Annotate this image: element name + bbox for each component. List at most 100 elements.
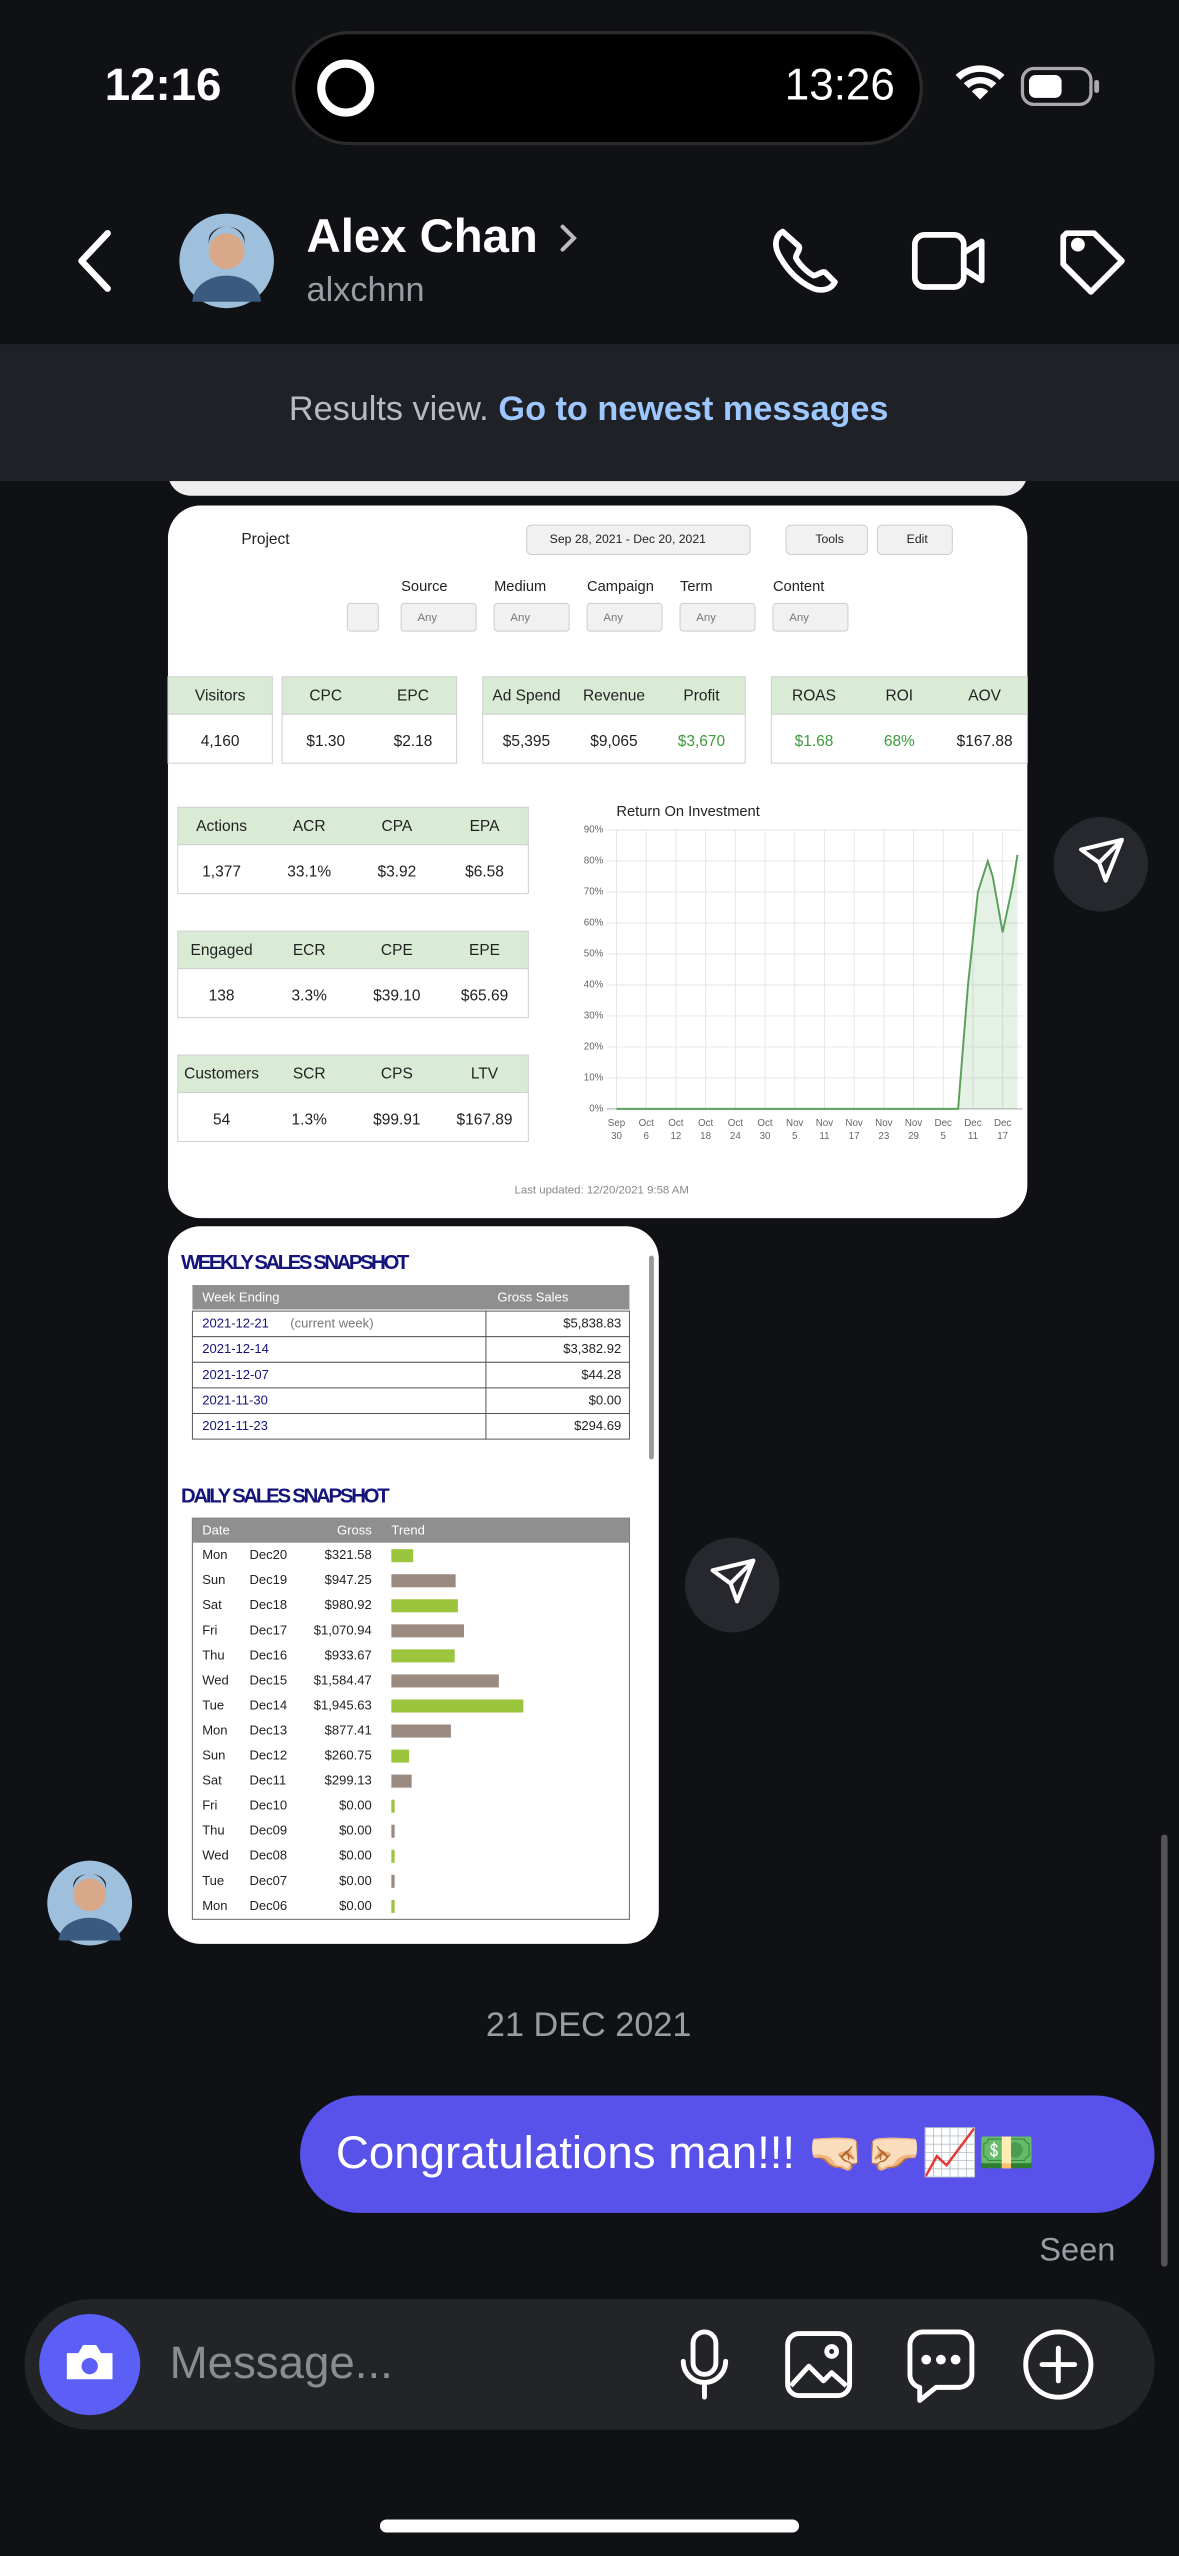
gallery-button[interactable] xyxy=(785,2331,853,2398)
message-bubble[interactable] xyxy=(300,2095,1155,2213)
daily-gross: $0.00 xyxy=(339,1848,372,1863)
metric-header xyxy=(177,806,529,846)
week-gross: $44.28 xyxy=(581,1367,621,1382)
daily-header xyxy=(192,1518,630,1543)
filter-value: Any xyxy=(789,612,809,624)
metric-value: $1.30 xyxy=(306,733,345,750)
metric-label: EPA xyxy=(470,818,501,835)
x-tick-label: Nov xyxy=(845,1118,862,1129)
chart-title: Return On Investment xyxy=(616,804,759,820)
video-button[interactable] xyxy=(911,231,985,290)
filter-value: Any xyxy=(510,612,530,624)
tools-label: Tools xyxy=(815,532,844,546)
avatar[interactable] xyxy=(179,213,274,309)
metric-value: $3.92 xyxy=(377,864,416,881)
metric-label: CPA xyxy=(382,818,413,835)
camera-button[interactable] xyxy=(39,2313,141,2416)
metric-label: ECR xyxy=(293,942,326,959)
contact-handle: alxchnn xyxy=(307,271,425,309)
x-tick-label: 12 xyxy=(670,1131,681,1142)
metric-label: CPC xyxy=(309,687,342,704)
daily-day: Fri xyxy=(202,1622,217,1637)
daily-day: Thu xyxy=(202,1823,224,1838)
daily-gross: $947.25 xyxy=(325,1572,372,1587)
daily-date: Dec06 xyxy=(249,1898,287,1913)
date-button xyxy=(526,524,751,555)
x-tick-label: 30 xyxy=(760,1131,771,1142)
metric-label: CPE xyxy=(381,942,413,959)
metric-value: $167.88 xyxy=(957,733,1013,750)
metric-value: $2.18 xyxy=(394,733,433,750)
weekly-header-label: Week Ending xyxy=(202,1289,279,1304)
metric-header xyxy=(482,676,746,715)
weekly-cell xyxy=(191,1310,487,1338)
filter-value: Any xyxy=(417,612,437,624)
share-button[interactable] xyxy=(1053,816,1149,912)
message-input[interactable]: Message... xyxy=(170,2337,393,2388)
y-tick-label: 20% xyxy=(584,1042,604,1053)
metric-value: 3.3% xyxy=(292,987,328,1004)
sender-avatar[interactable] xyxy=(47,1860,133,1946)
x-tick-label: Oct xyxy=(639,1118,654,1129)
x-tick-label: Nov xyxy=(875,1118,892,1129)
share-button[interactable] xyxy=(684,1537,780,1633)
daily-gross: $0.00 xyxy=(339,1873,372,1888)
call-button[interactable] xyxy=(773,228,838,293)
week-ending: 2021-11-30 xyxy=(202,1392,268,1407)
daily-day: Sat xyxy=(202,1597,222,1612)
x-tick-label: Dec xyxy=(935,1118,952,1129)
daily-gross: $0.00 xyxy=(339,1798,372,1813)
metric-label: EPC xyxy=(397,687,429,704)
x-tick-label: Dec xyxy=(994,1118,1011,1129)
x-tick-label: 5 xyxy=(792,1131,798,1142)
week-note: (current week) xyxy=(290,1316,373,1331)
contact-name[interactable]: Alex Chan xyxy=(307,210,538,263)
filter-dropdown xyxy=(493,602,570,632)
tag-button[interactable] xyxy=(1060,230,1125,295)
results-banner xyxy=(0,344,1179,482)
filter-value: Any xyxy=(696,612,716,624)
filter-label: Medium xyxy=(494,579,546,595)
metric-body xyxy=(770,713,1028,764)
trend-bar xyxy=(391,1824,395,1838)
seen-status: Seen xyxy=(1039,2231,1115,2268)
tools-button xyxy=(785,524,869,555)
daily-day: Mon xyxy=(202,1898,227,1913)
banner-label: Results view. xyxy=(289,390,489,428)
metric-label: SCR xyxy=(293,1066,326,1083)
y-tick-label: 10% xyxy=(584,1072,604,1083)
more-button[interactable] xyxy=(1023,2329,1094,2400)
daily-header-label: Trend xyxy=(391,1523,425,1538)
y-tick-label: 30% xyxy=(584,1011,604,1022)
daily-gross: $1,945.63 xyxy=(314,1697,372,1712)
metric-label: ACR xyxy=(293,818,326,835)
x-tick-label: 30 xyxy=(611,1131,622,1142)
weekly-header xyxy=(192,1285,630,1310)
trend-bar xyxy=(391,1774,412,1788)
daily-gross: $299.13 xyxy=(325,1773,372,1788)
banner-link[interactable]: Go to newest messages xyxy=(498,390,888,428)
metric-header xyxy=(177,930,529,970)
x-tick-label: 11 xyxy=(968,1131,978,1142)
trend-bar xyxy=(391,1724,451,1738)
edit-button xyxy=(876,524,953,555)
daily-header-label: Gross xyxy=(337,1523,372,1538)
metric-value: $65.69 xyxy=(461,987,508,1004)
daily-header-label: Date xyxy=(202,1523,230,1538)
metric-value: $3,670 xyxy=(678,733,725,750)
week-ending: 2021-12-21 xyxy=(202,1316,269,1331)
x-tick-label: Nov xyxy=(786,1118,803,1129)
metric-value: 33.1% xyxy=(287,864,331,881)
back-button[interactable] xyxy=(78,229,111,292)
daily-day: Fri xyxy=(202,1798,217,1813)
y-tick-label: 90% xyxy=(584,825,604,836)
sticker-button[interactable] xyxy=(907,2329,975,2403)
profile-chevron[interactable] xyxy=(560,224,577,252)
mic-button[interactable] xyxy=(680,2329,729,2400)
x-tick-label: Oct xyxy=(668,1118,683,1129)
x-tick-label: Sep xyxy=(608,1118,626,1129)
weekly-title: WEEKLY SALES SNAPSHOT xyxy=(181,1252,410,1274)
trend-bar xyxy=(391,1749,410,1763)
daily-day: Tue xyxy=(202,1697,224,1712)
